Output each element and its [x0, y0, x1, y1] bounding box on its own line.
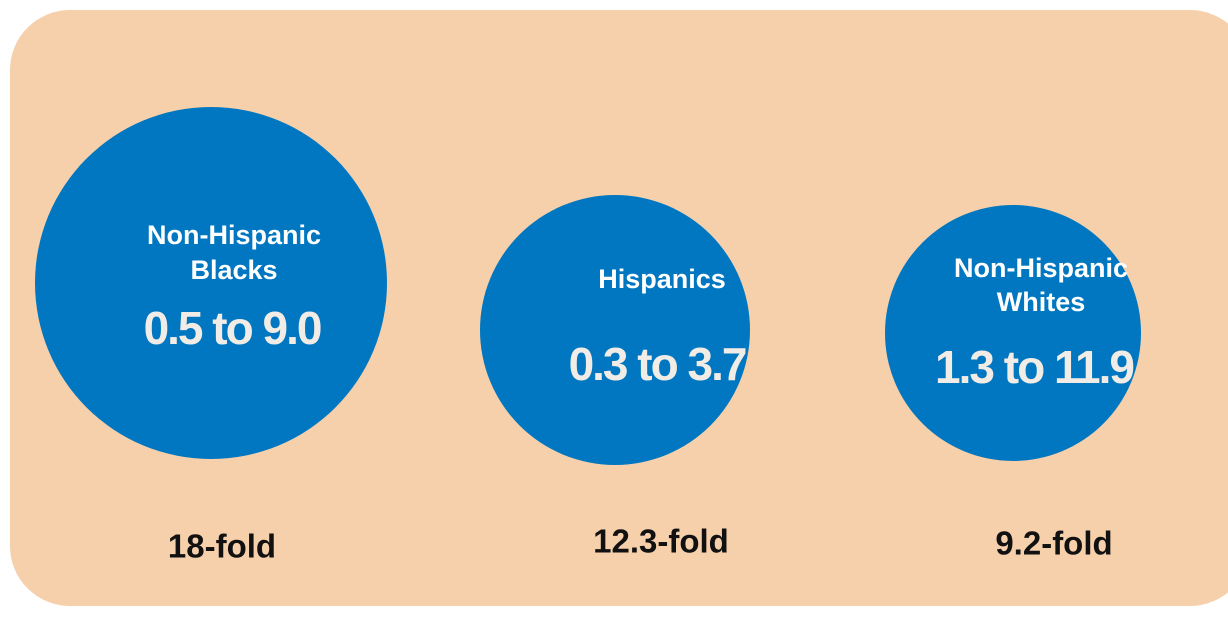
group-circle — [480, 195, 750, 465]
group-range: 1.3 to 11.9 — [935, 341, 1133, 393]
group-label: Non-Hispanic — [954, 253, 1128, 283]
fold-label: 18-fold — [168, 528, 276, 565]
fold-label: 9.2-fold — [995, 525, 1112, 562]
group-circle — [885, 205, 1141, 461]
group-label: Whites — [997, 287, 1086, 317]
group-circle — [35, 107, 387, 459]
group-label: Non-Hispanic — [147, 220, 321, 250]
fold-label: 12.3-fold — [593, 523, 729, 560]
group-range: 0.5 to 9.0 — [144, 302, 321, 354]
group-label: Hispanics — [598, 264, 726, 294]
group-range: 0.3 to 3.7 — [569, 338, 746, 390]
group-label: Blacks — [190, 255, 277, 285]
